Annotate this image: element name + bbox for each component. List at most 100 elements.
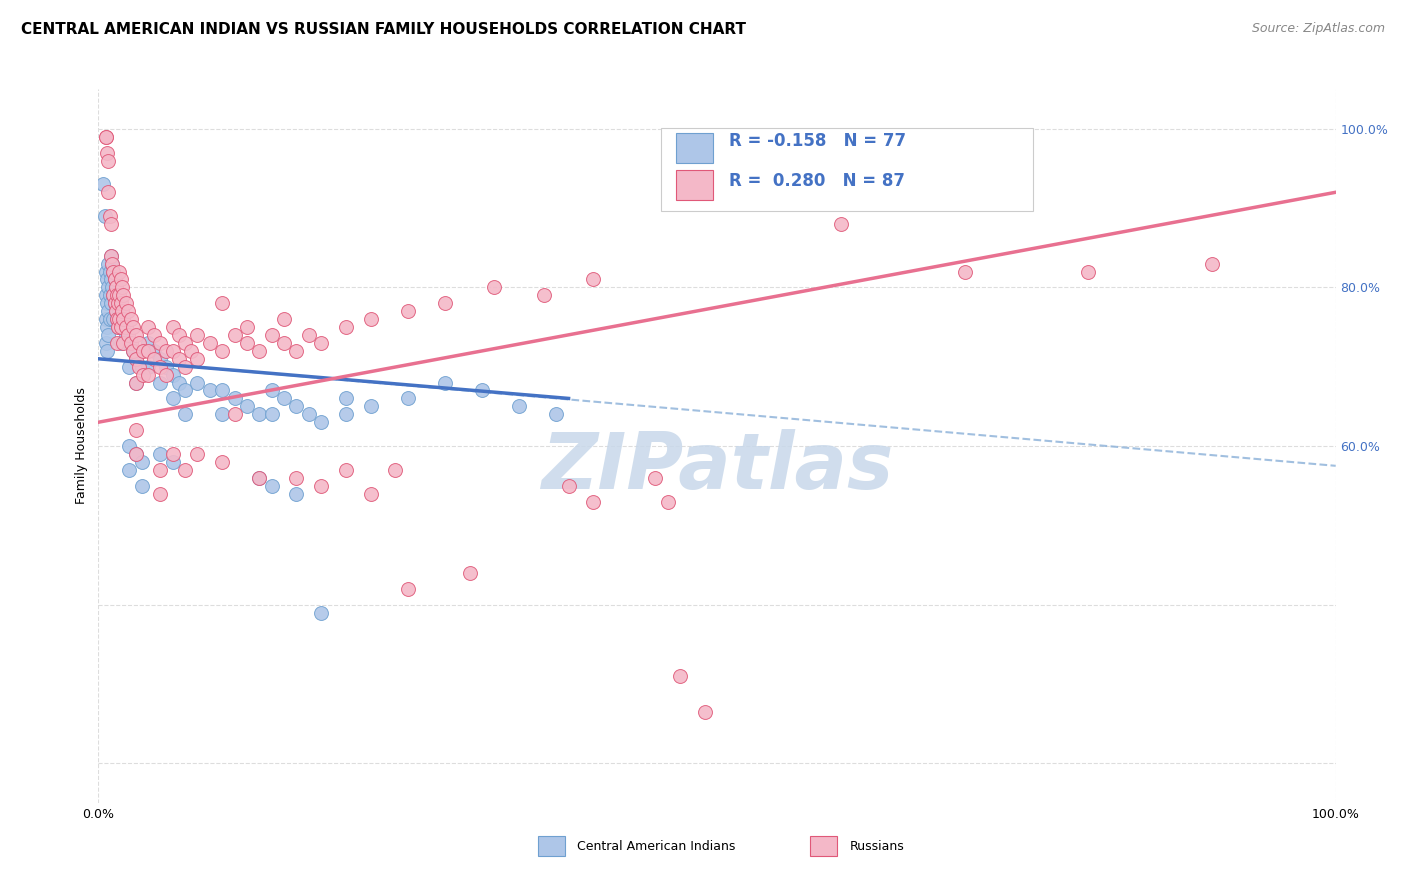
Point (433, 376, 456, 390)
Point (236, 400, 259, 414)
Point (107, 296, 129, 310)
Point (273, 392, 295, 406)
Point (298, 407, 321, 421)
Point (100, 272, 122, 286)
Point (131, 478, 153, 492)
Point (120, 312, 142, 326)
Point (103, 272, 125, 286)
Point (335, 463, 357, 477)
Point (103, 288, 125, 302)
Point (136, 368, 159, 382)
Point (384, 463, 406, 477)
Point (298, 328, 321, 343)
Point (105, 335, 128, 350)
Point (97, 304, 120, 318)
Point (236, 320, 259, 334)
Point (111, 304, 134, 318)
Point (433, 296, 456, 310)
Point (247, 407, 270, 421)
Point (309, 606, 332, 620)
Point (167, 351, 190, 366)
Point (644, 471, 666, 485)
Point (136, 343, 159, 358)
Point (471, 384, 494, 398)
Point (247, 471, 270, 485)
Point (98, 312, 121, 326)
Point (101, 280, 124, 294)
Point (167, 376, 190, 390)
Point (104, 280, 127, 294)
Point (97, 257, 120, 271)
Point (93, 178, 115, 192)
Point (211, 343, 233, 358)
Point (273, 335, 295, 350)
Point (124, 447, 146, 461)
Point (108, 264, 131, 278)
Point (108, 304, 131, 318)
Point (94, 129, 117, 144)
Point (114, 328, 136, 343)
Point (557, 478, 579, 492)
Point (96, 320, 118, 334)
Point (110, 335, 132, 350)
Point (103, 264, 125, 278)
Point (136, 320, 159, 334)
Point (260, 384, 283, 398)
Point (94, 312, 117, 326)
Point (174, 335, 197, 350)
Point (155, 343, 177, 358)
Point (953, 264, 976, 278)
Point (211, 384, 233, 398)
Point (224, 392, 246, 406)
Point (224, 328, 246, 343)
Point (285, 400, 308, 414)
Point (174, 407, 197, 421)
Y-axis label: Family Households: Family Households (75, 387, 89, 505)
Point (396, 582, 419, 596)
Point (309, 478, 332, 492)
Point (657, 494, 679, 508)
Point (546, 407, 568, 421)
Point (110, 312, 132, 326)
Point (104, 304, 127, 318)
Point (124, 376, 146, 390)
Point (122, 343, 145, 358)
Text: CENTRAL AMERICAN INDIAN VS RUSSIAN FAMILY HOUSEHOLDS CORRELATION CHART: CENTRAL AMERICAN INDIAN VS RUSSIAN FAMIL… (21, 22, 747, 37)
Point (118, 439, 141, 453)
Point (360, 486, 382, 500)
Point (162, 447, 184, 461)
Point (94, 335, 117, 350)
Point (98, 209, 121, 223)
Point (693, 705, 716, 719)
Point (122, 320, 145, 334)
Point (118, 359, 141, 374)
Point (360, 312, 382, 326)
Point (132, 343, 155, 358)
Text: R = -0.158   N = 77: R = -0.158 N = 77 (730, 132, 907, 150)
Point (96, 296, 118, 310)
Point (198, 335, 221, 350)
Point (167, 328, 190, 343)
Point (247, 343, 270, 358)
Point (97, 186, 120, 200)
Point (285, 471, 308, 485)
Point (335, 407, 357, 421)
Point (143, 328, 166, 343)
Point (124, 351, 146, 366)
Point (93, 209, 115, 223)
Point (112, 335, 135, 350)
Bar (676, 169, 713, 200)
Point (120, 335, 142, 350)
Point (396, 392, 419, 406)
Point (124, 376, 146, 390)
Point (110, 296, 132, 310)
Point (112, 320, 135, 334)
Point (224, 407, 246, 421)
Point (155, 359, 177, 374)
Point (110, 272, 132, 286)
Point (186, 376, 208, 390)
Point (149, 376, 172, 390)
Point (108, 312, 131, 326)
Point (143, 351, 166, 366)
Point (180, 343, 202, 358)
